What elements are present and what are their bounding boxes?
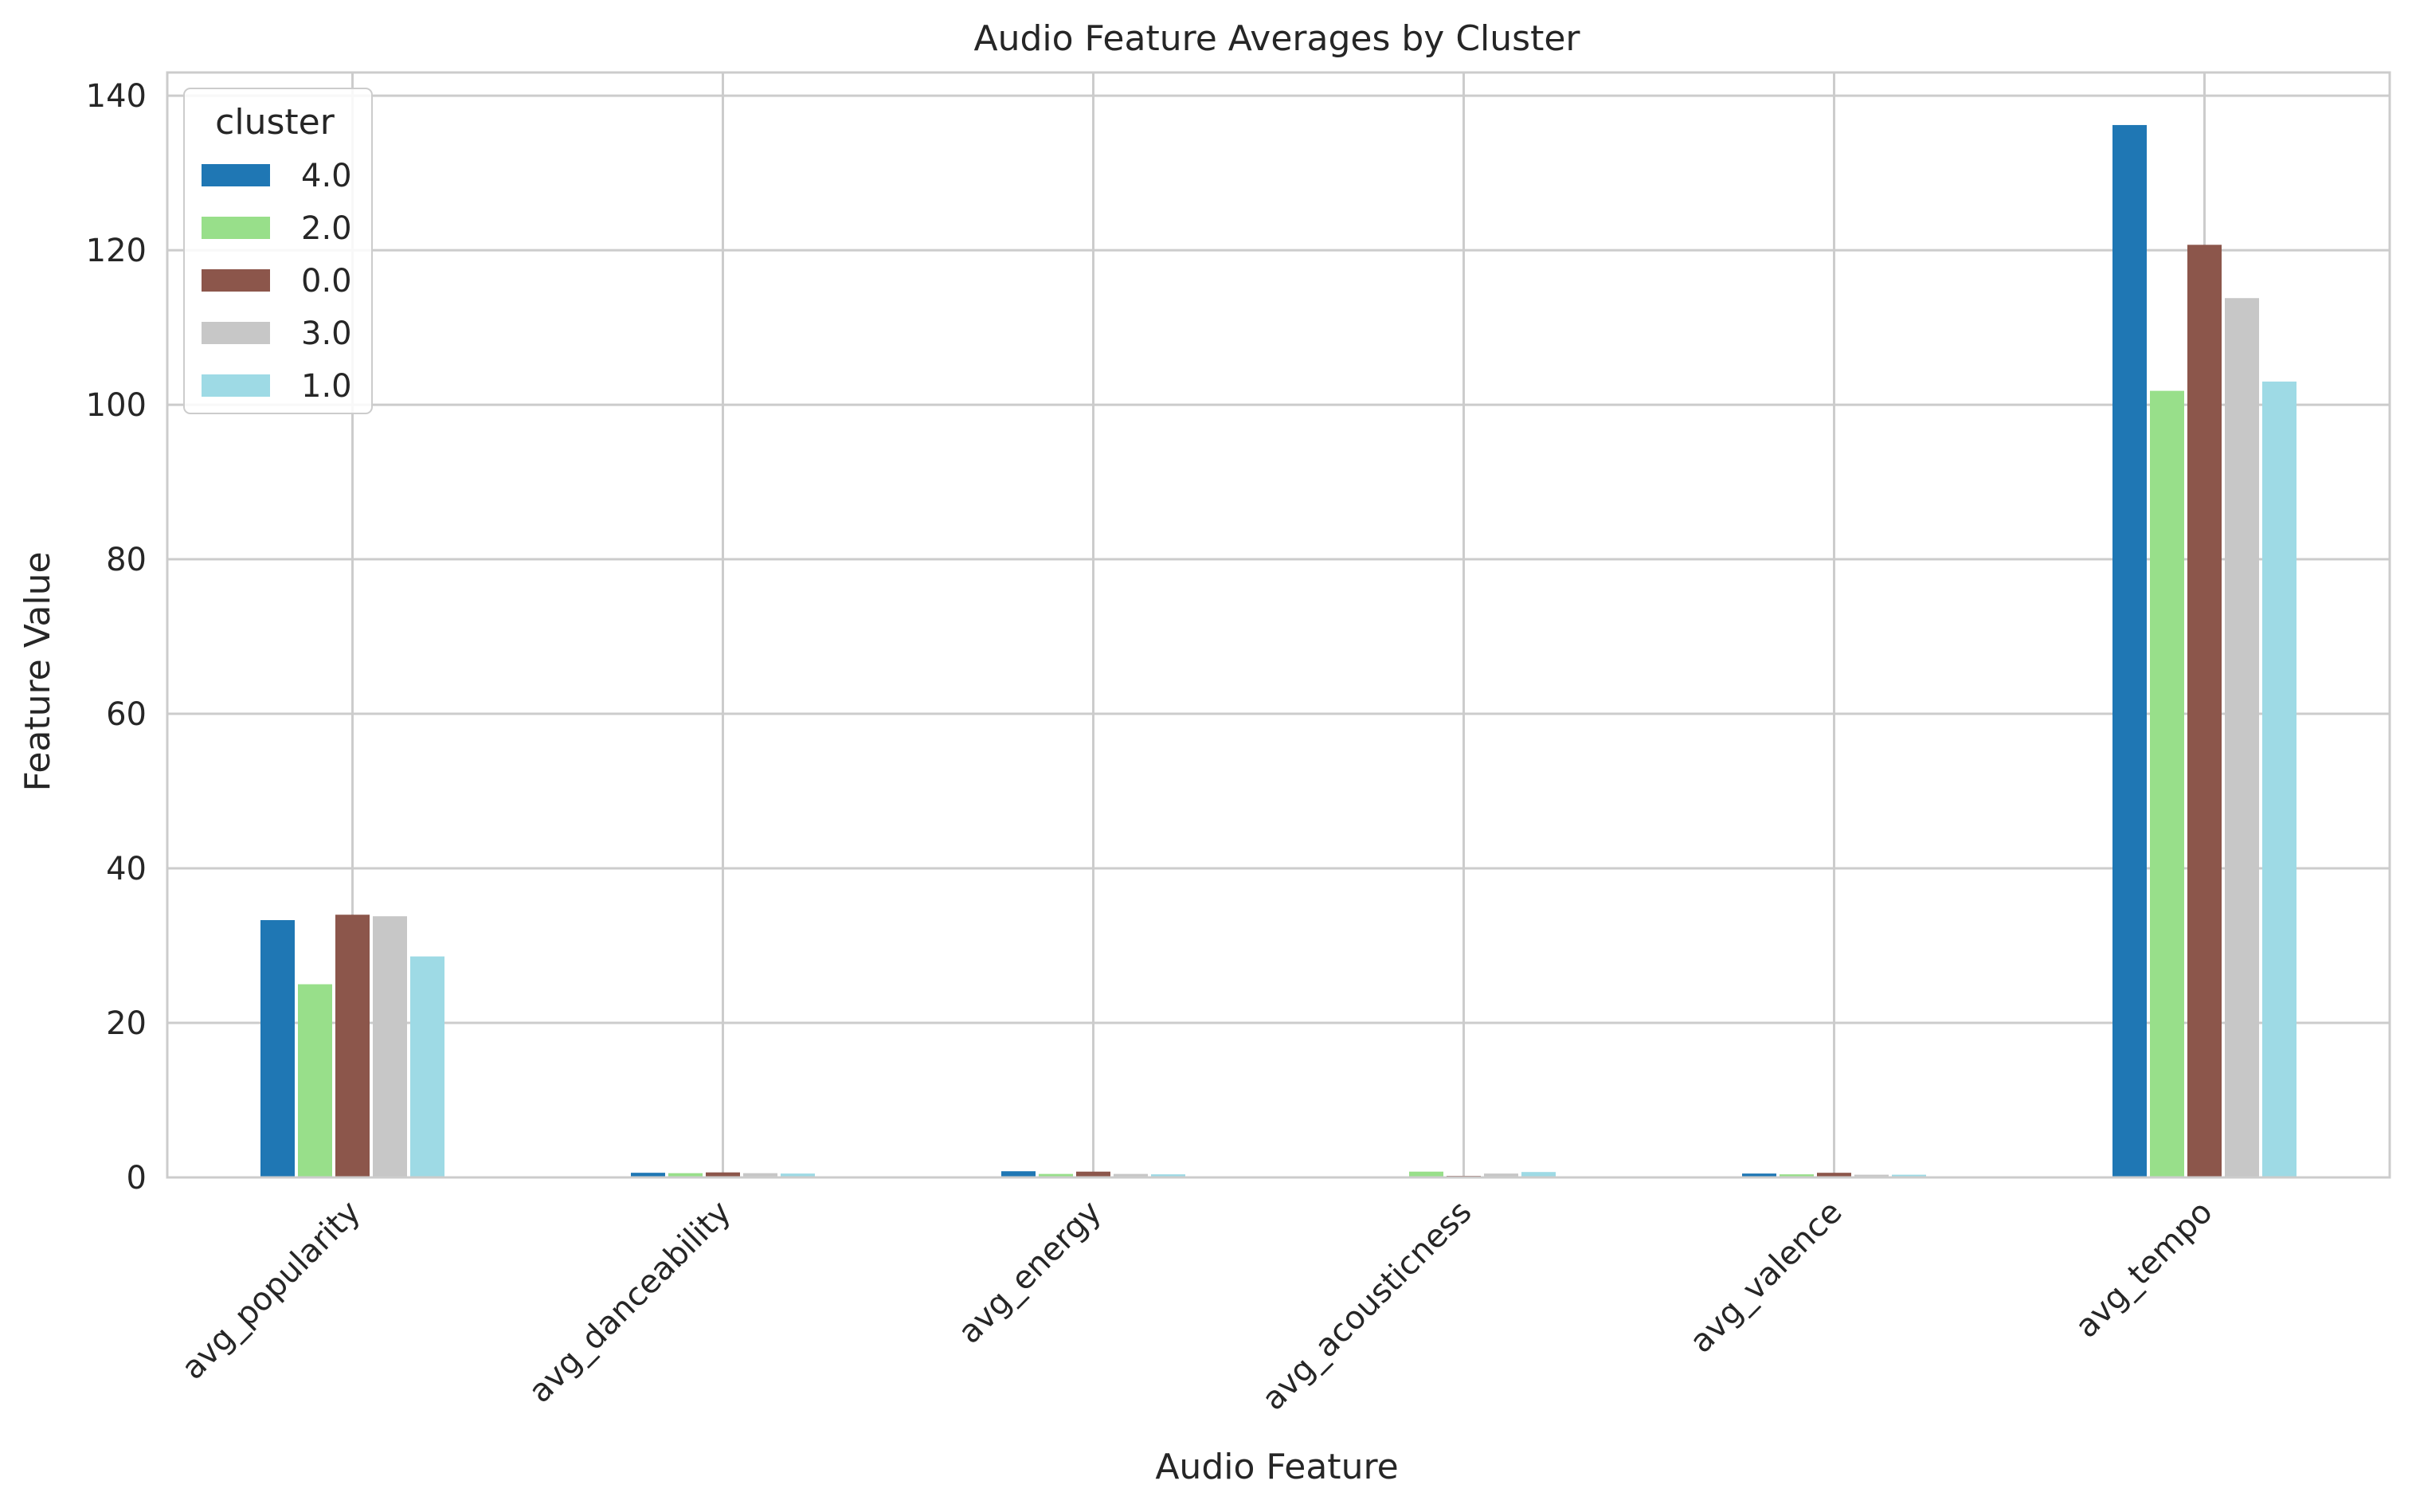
bar <box>1076 1171 1110 1177</box>
y-axis-label: Feature Value <box>18 551 58 791</box>
bar <box>373 916 407 1177</box>
legend-swatch <box>202 164 270 186</box>
x-tick-label: avg_valence <box>1683 1194 1850 1361</box>
legend: cluster 4.0 2.0 0.0 3.0 1.0 <box>183 88 373 414</box>
x-tick-label: avg_tempo <box>2069 1194 2220 1346</box>
bar <box>2225 298 2259 1177</box>
bar <box>1114 1173 1148 1177</box>
bar <box>668 1173 703 1177</box>
bar <box>1151 1174 1185 1177</box>
legend-label: 1.0 <box>301 368 352 405</box>
bar <box>2187 245 2222 1177</box>
bar <box>1484 1173 1518 1177</box>
chart-title: Audio Feature Averages by Cluster <box>973 18 1580 59</box>
y-tick-label: 140 <box>86 78 147 115</box>
y-tick-label: 20 <box>106 1005 147 1042</box>
bar <box>2112 124 2147 1178</box>
bar <box>781 1173 815 1177</box>
bar <box>706 1172 740 1177</box>
legend-label: 3.0 <box>301 315 352 352</box>
legend-swatch <box>202 322 270 344</box>
y-tick-label: 60 <box>106 696 147 733</box>
bar <box>631 1173 665 1177</box>
legend-swatch <box>202 269 270 292</box>
bar <box>1817 1173 1851 1177</box>
bar <box>298 984 332 1177</box>
y-tick-labels: 0 20 40 60 80 100 120 140 <box>86 78 147 1197</box>
bar <box>1521 1172 1556 1177</box>
legend-label: 4.0 <box>301 158 352 194</box>
x-tick-labels: avg_popularity avg_danceability avg_energy… <box>174 1194 2219 1418</box>
y-tick-label: 120 <box>86 233 147 269</box>
legend-swatch <box>202 217 270 239</box>
legend-swatch <box>202 374 270 397</box>
legend-label: 0.0 <box>301 263 352 300</box>
bar <box>1001 1171 1036 1177</box>
bar <box>410 956 444 1177</box>
x-tick-label: avg_energy <box>951 1194 1108 1351</box>
bars <box>260 124 2296 1178</box>
y-tick-label: 80 <box>106 542 147 578</box>
legend-label: 2.0 <box>301 210 352 247</box>
y-tick-label: 0 <box>127 1160 147 1197</box>
x-tick-label: avg_popularity <box>174 1194 367 1387</box>
x-tick-label: avg_acousticness <box>1255 1194 1479 1418</box>
grid-lines <box>167 72 2390 1179</box>
bar <box>1742 1173 1776 1177</box>
y-tick-label: 100 <box>86 387 147 424</box>
legend-title: cluster <box>215 102 335 143</box>
bar <box>335 915 370 1177</box>
bar <box>1409 1171 1443 1177</box>
bar <box>260 920 295 1177</box>
bar <box>1854 1174 1889 1177</box>
bar <box>2150 390 2184 1177</box>
bar <box>1892 1174 1926 1177</box>
bar <box>2262 381 2296 1177</box>
y-tick-label: 40 <box>106 851 147 887</box>
x-tick-label: avg_danceability <box>522 1194 738 1411</box>
bar <box>1780 1174 1814 1177</box>
bar <box>743 1173 777 1177</box>
plot-frame <box>166 71 2391 1179</box>
x-axis-label: Audio Feature <box>1155 1447 1398 1487</box>
bar <box>1039 1173 1073 1177</box>
